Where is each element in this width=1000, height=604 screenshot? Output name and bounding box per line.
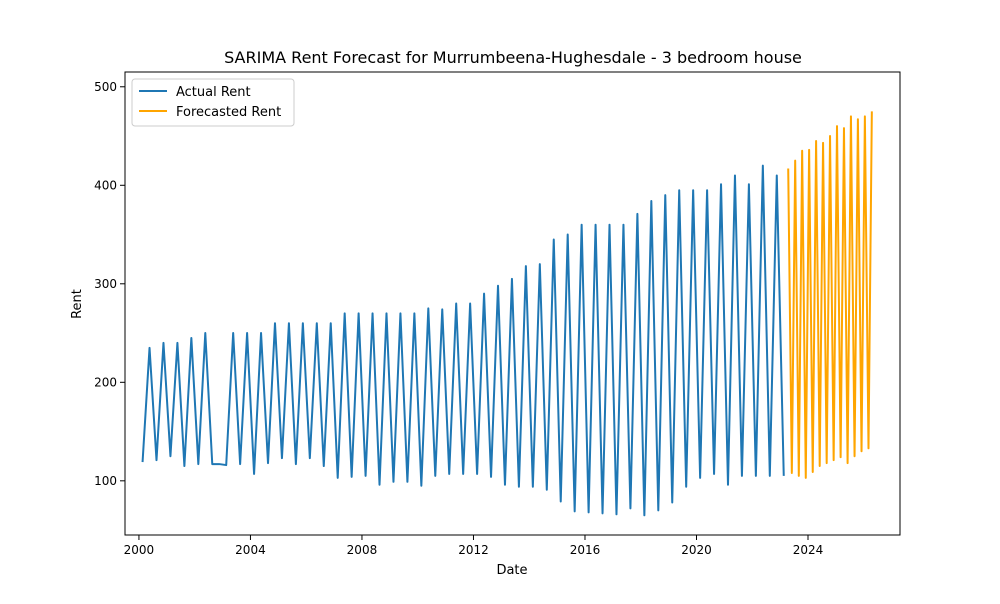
- plot-lines: [141, 111, 873, 517]
- x-tick-label: 2004: [235, 543, 266, 557]
- y-tick-label: 400: [94, 178, 117, 192]
- y-tick-label: 200: [94, 375, 117, 389]
- chart-title: SARIMA Rent Forecast for Murrumbeena-Hug…: [224, 48, 802, 67]
- x-tick-label: 2024: [793, 543, 824, 557]
- x-axis: 2000 2004 2008 2012 2016 2020 2024: [124, 535, 824, 557]
- legend: Actual Rent Forecasted Rent: [131, 78, 295, 127]
- x-axis-label: Date: [496, 563, 527, 578]
- series-line-actual-rent: [141, 164, 785, 517]
- legend-label-forecast: Forecasted Rent: [176, 105, 281, 120]
- y-axis-label: Rent: [70, 289, 85, 319]
- legend-box: [131, 78, 295, 127]
- x-tick-label: 2020: [681, 543, 712, 557]
- y-tick-label: 500: [94, 80, 117, 94]
- series-line-forecasted-rent: [787, 111, 873, 479]
- y-tick-label: 300: [94, 277, 117, 291]
- x-tick-label: 2016: [570, 543, 601, 557]
- legend-label-actual: Actual Rent: [176, 85, 251, 100]
- x-tick-label: 2000: [124, 543, 155, 557]
- x-tick-label: 2008: [347, 543, 378, 557]
- y-axis: 100 200 300 400 500: [94, 80, 125, 488]
- x-tick-label: 2012: [458, 543, 489, 557]
- y-tick-label: 100: [94, 474, 117, 488]
- plot-frame: [124, 71, 901, 536]
